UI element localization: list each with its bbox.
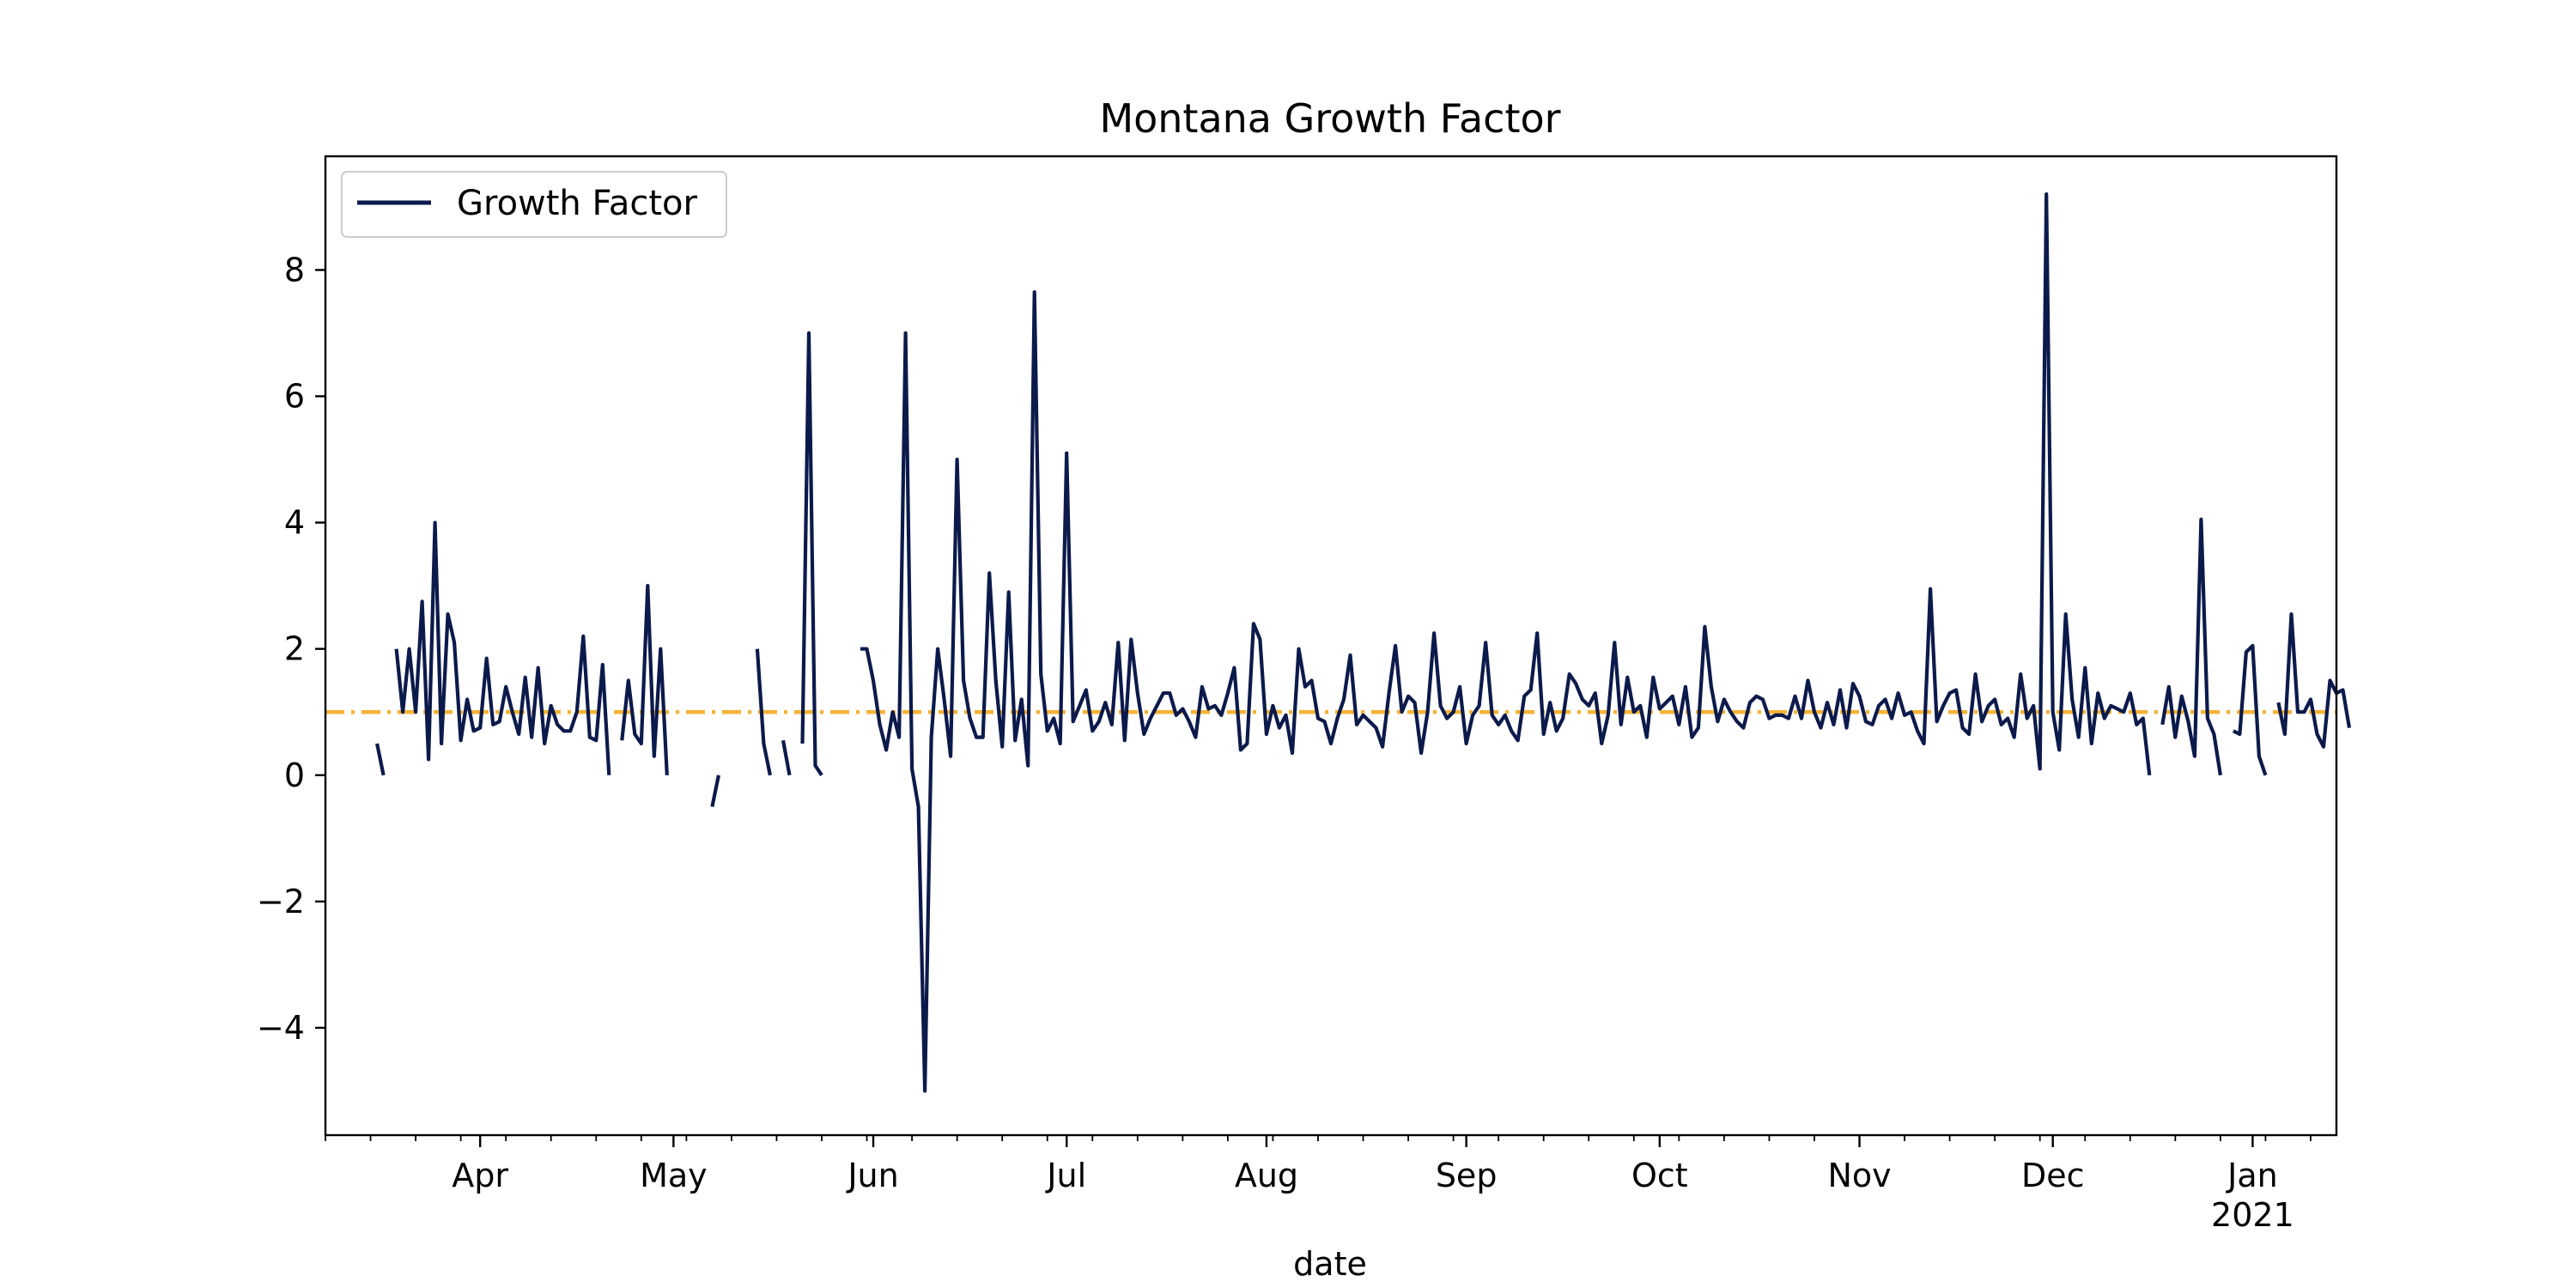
series-line-0-segment-2 [620,583,669,775]
x-tick-label: May [640,1157,708,1194]
y-tick-label: 6 [284,377,305,415]
x-tick-label: Nov [1827,1157,1891,1194]
series-line-0-segment-8 [2160,517,2222,776]
series-line-0-segment-1 [394,520,611,775]
x-tick-label: Dec [2021,1157,2085,1194]
series-line-0-segment-0 [375,743,386,776]
x-tick-label: Jan [2226,1157,2278,1194]
y-tick-label: 4 [284,504,305,542]
y-tick-label: 8 [284,251,305,289]
series-line-0-segment-10 [2276,612,2352,749]
x-tick-label: Jul [1045,1157,1086,1194]
x-tick-label: Apr [452,1157,508,1194]
series-line-0-segment-9 [2232,643,2268,776]
series-line-0-segment-4 [755,648,772,776]
plot-area [325,156,2336,1135]
series-line-0-segment-5 [781,739,792,776]
series-line-0-segment-6 [800,331,823,776]
y-axis: −4 −2 0 2 4 6 8 [257,251,325,1047]
series-line-0-segment-7 [860,192,2152,1093]
x-tick-sublabel: 2021 [2211,1196,2294,1234]
plot-frame [324,155,2338,1137]
chart-title: Montana Growth Factor [1099,95,1560,142]
series-layer [375,192,2352,1093]
legend-frame [341,171,727,238]
x-tick-label: Aug [1235,1157,1298,1194]
series-line-0-segment-3 [710,775,720,807]
x-axis-label: date [1293,1245,1367,1283]
y-tick-label: −2 [257,883,305,920]
x-tick-label: Sep [1436,1157,1498,1194]
x-tick-label: Oct [1631,1157,1688,1194]
y-tick-label: 2 [284,630,305,668]
legend-label-growth-factor: Growth Factor [457,184,697,223]
x-tick-label: Jun [846,1157,898,1194]
y-tick-label: −4 [257,1009,305,1047]
legend: Growth Factor [341,171,727,238]
y-tick-label: 0 [284,756,305,794]
